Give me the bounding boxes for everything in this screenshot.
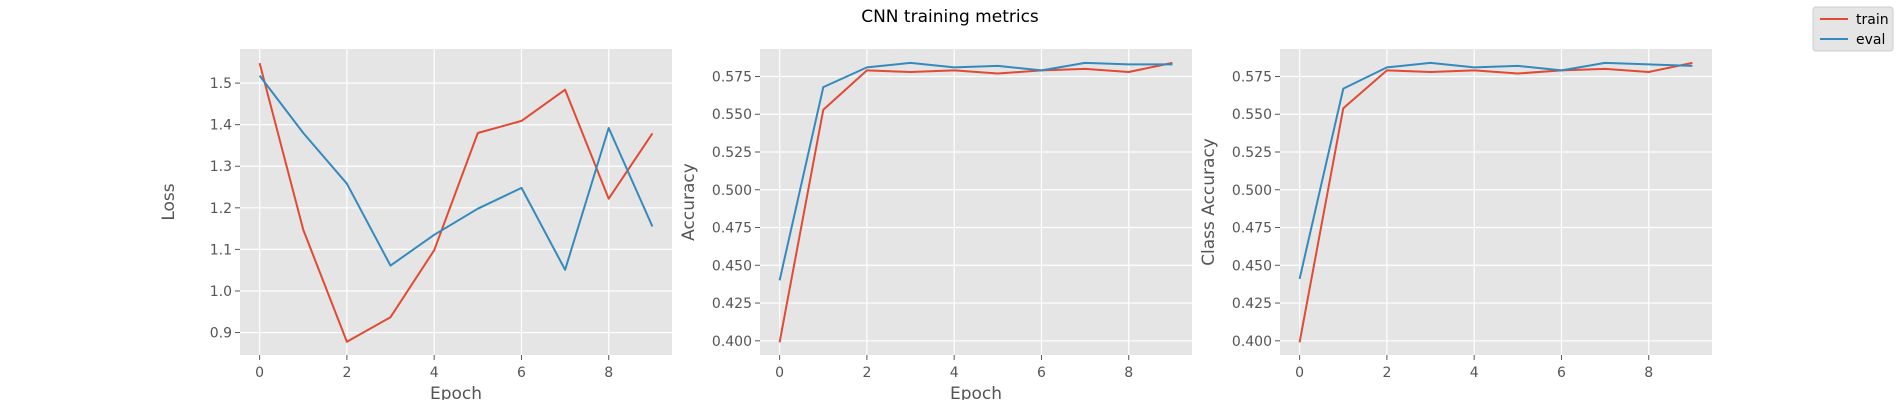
accuracy-x-tick-label: 6: [1037, 365, 1046, 381]
accuracy-y-tick-label: 0.575: [712, 69, 752, 85]
accuracy-plot: 0.400 0.425 0.450 0.475 0.500 0.525 0.550 0.575…: [679, 49, 1192, 400]
legend: train eval: [1812, 6, 1894, 52]
loss-y-tick-label: 1.4: [210, 118, 232, 134]
class-accuracy-x-tick-label: 2: [1382, 365, 1391, 381]
accuracy-y-tick-label: 0.400: [712, 334, 752, 350]
loss-plot: 0.9 1.0 1.1 1.2 1.3 1.4 1.5 0 2 4 6 8 Epoch Loss: [159, 49, 672, 400]
loss-y-tick-label: 0.9: [210, 326, 232, 342]
accuracy-y-tick-label: 0.425: [712, 296, 752, 312]
accuracy-x-tick-label: 4: [950, 365, 959, 381]
class-accuracy-x-tick-label: 0: [1295, 365, 1304, 381]
class-accuracy-y-tick-label: 0.425: [1232, 296, 1272, 312]
loss-series-eval: [258, 74, 654, 271]
class-accuracy-y-tick-label: 0.525: [1232, 145, 1272, 161]
class-accuracy-axes-background: [1280, 49, 1712, 355]
class-accuracy-y-tick-label: 0.475: [1232, 221, 1272, 237]
class-accuracy-y-axis-label: Class Accuracy: [1199, 138, 1219, 266]
accuracy-x-tick-label: 2: [862, 365, 871, 381]
loss-y-tick-label: 1.1: [210, 242, 232, 258]
accuracy-y-tick-label: 0.525: [712, 145, 752, 161]
loss-x-tick-label: 0: [255, 365, 264, 381]
loss-y-tick-label: 1.0: [210, 284, 232, 300]
class-accuracy-x-tick-label: 6: [1557, 365, 1566, 381]
accuracy-x-axis-label: Epoch: [950, 384, 1002, 400]
class-accuracy-x-tick-label: 8: [1644, 365, 1653, 381]
loss-y-tick-label: 1.3: [210, 159, 232, 175]
accuracy-series-train: [778, 61, 1173, 343]
class-accuracy-series-train: [1298, 61, 1693, 343]
class-accuracy-y-tick-label: 0.550: [1232, 107, 1272, 123]
class-accuracy-plot: 0.400 0.425 0.450 0.475 0.500 0.525 0.550 0.575…: [1199, 49, 1712, 381]
loss-y-tick-label: 1.2: [210, 201, 232, 217]
loss-series-train: [258, 62, 654, 343]
loss-y-axis-label: Loss: [159, 183, 179, 220]
class-accuracy-series-eval: [1298, 61, 1693, 280]
accuracy-y-axis-label: Accuracy: [679, 163, 699, 241]
legend-label-train: train: [1856, 12, 1889, 28]
class-accuracy-y-tick-label: 0.450: [1232, 258, 1272, 274]
loss-x-axis-label: Epoch: [430, 384, 482, 400]
class-accuracy-y-tick-label: 0.575: [1232, 69, 1272, 85]
accuracy-y-tick-label: 0.550: [712, 107, 752, 123]
accuracy-y-tick-label: 0.475: [712, 221, 752, 237]
accuracy-series-eval: [778, 61, 1173, 281]
class-accuracy-y-tick-label: 0.400: [1232, 334, 1272, 350]
loss-axes-background: [240, 49, 672, 355]
figure-title: CNN training metrics: [861, 7, 1039, 27]
legend-label-eval: eval: [1856, 32, 1885, 48]
loss-x-tick-label: 6: [517, 365, 526, 381]
class-accuracy-y-tick-label: 0.500: [1232, 183, 1272, 199]
accuracy-y-tick-label: 0.450: [712, 258, 752, 274]
accuracy-axes-background: [760, 49, 1192, 355]
class-accuracy-x-tick-label: 4: [1470, 365, 1479, 381]
accuracy-x-tick-label: 8: [1124, 365, 1133, 381]
accuracy-x-tick-label: 0: [775, 365, 784, 381]
loss-x-tick-label: 8: [604, 365, 613, 381]
accuracy-y-tick-label: 0.500: [712, 183, 752, 199]
loss-x-tick-label: 4: [430, 365, 439, 381]
loss-x-tick-label: 2: [342, 365, 351, 381]
loss-y-tick-label: 1.5: [210, 76, 232, 92]
